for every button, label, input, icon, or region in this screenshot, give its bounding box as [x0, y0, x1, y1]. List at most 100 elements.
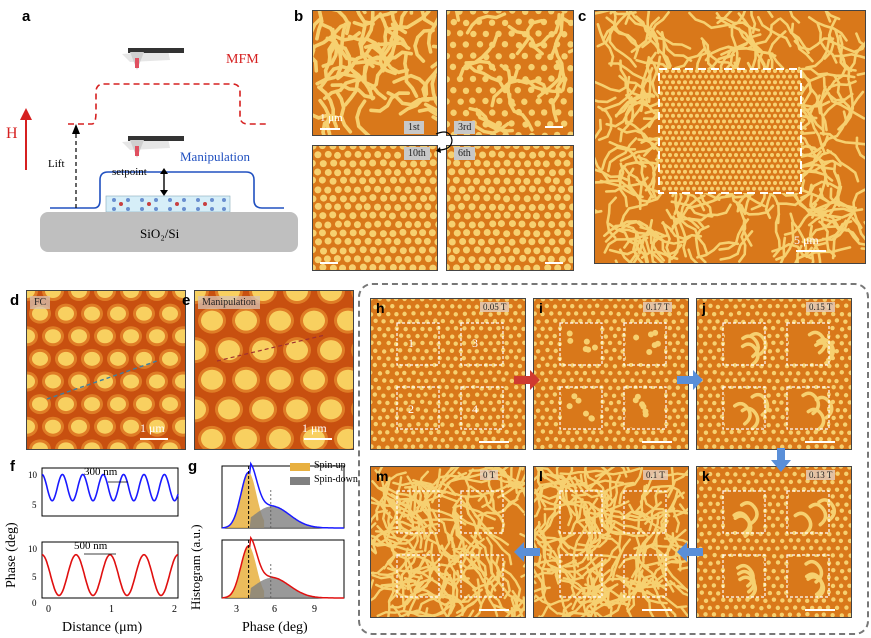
g-total-curve-1 — [221, 535, 344, 599]
field-value-k: 0.13 T — [806, 470, 836, 480]
g-xtick-6: 6 — [272, 604, 277, 615]
panel-label-j: j — [702, 300, 706, 316]
mfm-tip-top — [122, 48, 184, 70]
panel-label-b: b — [294, 8, 304, 25]
f-ytick-top-10: 10 — [28, 470, 37, 480]
panel-label-l: l — [539, 468, 543, 484]
f-ytick-bot-0: 0 — [32, 598, 37, 608]
atom-lattice — [112, 198, 226, 211]
mfm-image-1st — [312, 10, 438, 136]
f-bottom-annotation: 500 nm — [74, 540, 108, 552]
f-xtick-2: 2 — [172, 604, 177, 615]
f-ytick-bot-10: 10 — [28, 544, 37, 554]
legend-spin-up: Spin-up — [314, 460, 346, 471]
field-value-m: 0 T — [480, 470, 499, 480]
sequence-arrow-1 — [514, 370, 540, 390]
scale-bar-d — [140, 438, 168, 440]
mfm-image-large — [594, 10, 866, 264]
legend-swatch-up — [290, 463, 310, 471]
panel-label-m: m — [376, 468, 389, 484]
manipulation-path — [50, 171, 284, 209]
mfm-image-h — [370, 298, 526, 450]
mfm-image-6th — [446, 145, 574, 271]
mfm-image-i — [533, 298, 689, 450]
g-spin-down-area-0 — [249, 506, 344, 528]
mfm-image-j — [696, 298, 852, 450]
field-sequence-frame — [358, 283, 869, 635]
mfm-schematic — [20, 48, 298, 252]
panel-label-a: a — [22, 8, 31, 25]
histogram-plot — [221, 461, 345, 599]
region-number-3: 2 — [408, 402, 414, 416]
field-value-l: 0.1 T — [643, 470, 668, 480]
h-label: H — [6, 125, 18, 142]
panel-label-e: e — [182, 292, 191, 309]
mfm-image-k — [696, 466, 852, 618]
substrate — [40, 212, 298, 252]
f-series-500nm — [41, 553, 179, 597]
scale-bar-b3 — [320, 262, 338, 264]
scale-text-e: 1 μm — [302, 421, 327, 435]
manipulation-label: Manipulation — [180, 149, 251, 164]
g-ylabel: Histogram (a.u.) — [188, 524, 203, 610]
scale-text-c: 5 μm — [794, 233, 819, 247]
step-10th: 10th — [404, 147, 430, 160]
panel-label-i: i — [539, 300, 543, 316]
scale-text-d: 1 μm — [140, 421, 165, 435]
sequence-arrow-4 — [677, 542, 703, 562]
scale-bar-e — [304, 438, 332, 440]
step-3rd: 3rd — [454, 121, 476, 134]
mfm-image-manipulation — [194, 290, 354, 450]
f-xlabel: Distance (μm) — [62, 620, 143, 635]
scale-bar-c — [796, 250, 826, 252]
panel-label-f: f — [10, 458, 15, 475]
f-top-annotation: 300 nm — [84, 466, 118, 478]
mfm-label: MFM — [226, 52, 259, 67]
sequence-arrow-5 — [514, 542, 540, 562]
region-number-1: 1 — [408, 336, 414, 350]
g-total-curve-0 — [221, 461, 344, 529]
g-xlabel: Phase (deg) — [242, 620, 308, 635]
f-ytick-bot-5: 5 — [32, 572, 37, 582]
scale-bar-b — [320, 128, 340, 130]
mfm-image-l — [533, 466, 689, 618]
region-number-4: 4 — [472, 402, 478, 416]
tag-manipulation: Manipulation — [198, 296, 260, 309]
step-6th: 6th — [454, 147, 475, 160]
f-xtick-1: 1 — [109, 604, 114, 615]
scale-text-b: 1 μm — [320, 112, 343, 124]
field-value-h: 0.05 T — [480, 302, 510, 312]
field-value-j: 0.15 T — [806, 302, 836, 312]
tag-fc: FC — [30, 296, 51, 309]
mfm-image-10th — [312, 145, 438, 271]
sequence-arrow-3 — [771, 448, 791, 472]
cycle-arrow — [435, 131, 453, 153]
region-number-2: 3 — [472, 336, 478, 350]
h-arrowhead — [20, 108, 32, 120]
g-xtick-3: 3 — [234, 604, 239, 615]
f-series-300nm — [41, 473, 179, 502]
lift-label: Lift — [48, 158, 65, 170]
lift-arrowhead — [72, 124, 80, 134]
mfm-image-fc — [26, 290, 186, 450]
mfm-image-m — [370, 466, 526, 618]
panel-label-k: k — [702, 468, 710, 484]
step-1st: 1st — [404, 121, 424, 134]
g-spin-down-area-1 — [249, 577, 344, 598]
mfm-image-3rd — [446, 10, 574, 136]
sequence-arrow-2 — [677, 370, 703, 390]
g-spin-up-area-1 — [222, 545, 265, 598]
phase-profile-plot — [41, 467, 179, 599]
g-spin-up-area-0 — [222, 472, 265, 528]
mfm-path — [68, 83, 268, 125]
panel-label-g: g — [188, 458, 198, 475]
field-value-i: 0.17 T — [643, 302, 673, 312]
f-ytick-top-5: 5 — [32, 500, 37, 510]
panel-label-d: d — [10, 292, 20, 309]
scale-bar-b4 — [545, 262, 563, 264]
panel-label-h: h — [376, 300, 385, 316]
substrate-label: SiO₂/Si — [140, 226, 180, 241]
setpoint-label: setpoint — [112, 166, 147, 178]
f-xtick-0: 0 — [46, 604, 51, 615]
mfm-tip-bottom — [122, 136, 184, 158]
